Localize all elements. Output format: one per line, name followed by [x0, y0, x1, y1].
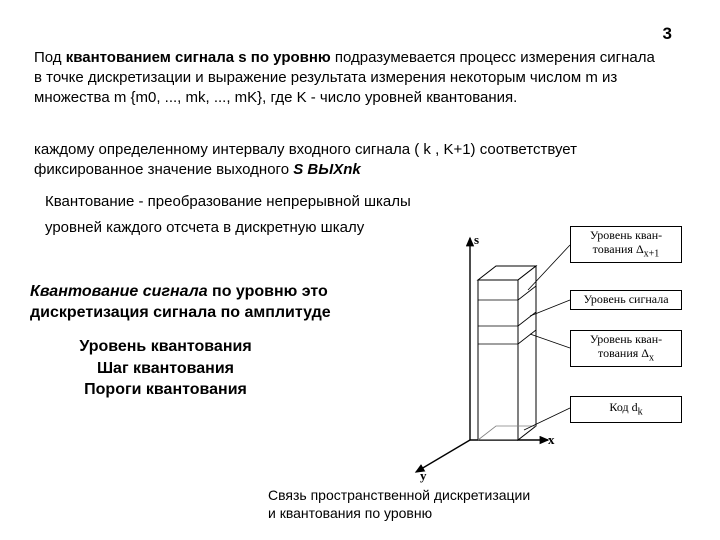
lb3-l2: тования Δ: [598, 346, 649, 360]
lb3-sub: x: [649, 352, 654, 363]
lb1-l1: Уровень кван-: [590, 228, 662, 242]
lb4-sub: k: [638, 406, 643, 417]
lb4-a: Код d: [609, 400, 637, 414]
axis-s-label: s: [474, 232, 479, 248]
label-box-level-x: Уровень кван- тования Δx: [570, 330, 682, 367]
label-box-signal-level: Уровень сигнала: [570, 290, 682, 310]
lb2: Уровень сигнала: [583, 292, 668, 306]
diagram-svg: [0, 0, 720, 540]
axis-x-label: x: [548, 432, 555, 448]
lb3-l1: Уровень кван-: [590, 332, 662, 346]
label-box-code-dk: Код dk: [570, 396, 682, 423]
label-box-level-x1: Уровень кван- тования Δx+1: [570, 226, 682, 263]
lb1-sub: x+1: [644, 248, 660, 259]
lb1-l2: тования Δ: [593, 242, 644, 256]
axis-y-label: y: [420, 468, 427, 484]
